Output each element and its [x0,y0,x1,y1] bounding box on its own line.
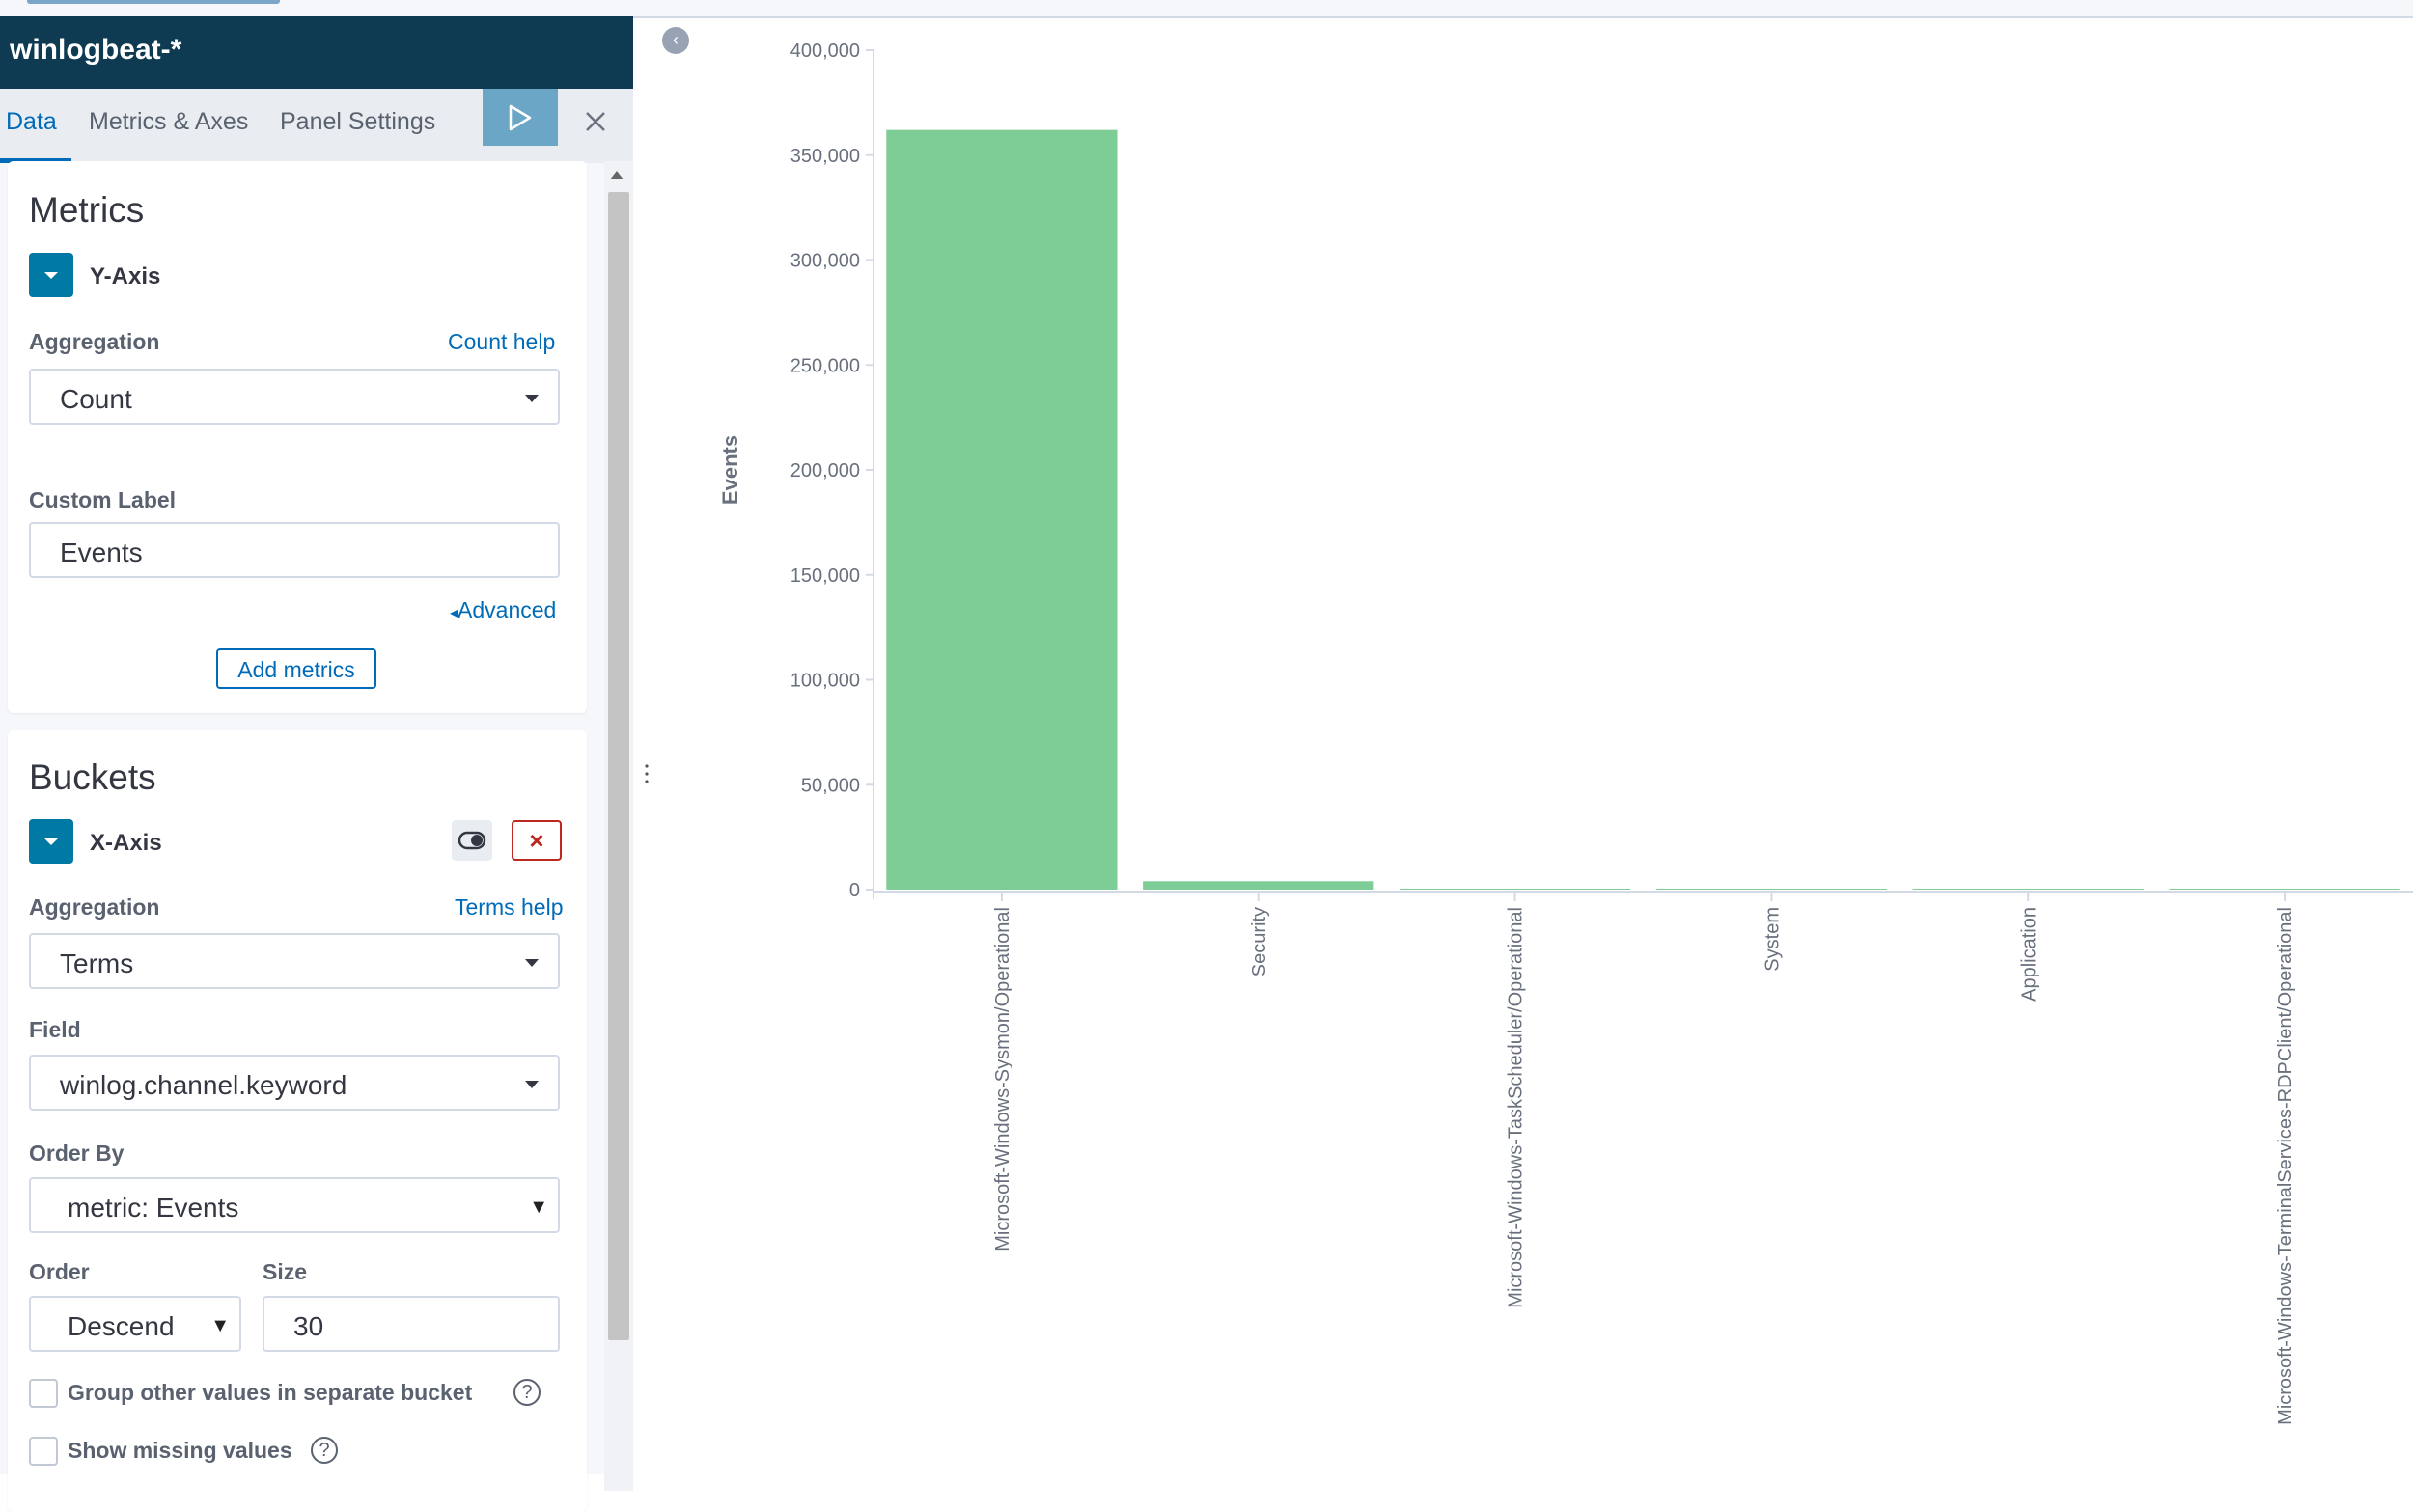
group-other-label: Group other values in separate bucket [68,1380,473,1405]
x-tick-label: Microsoft-Windows-TerminalServices-RDPCl… [2275,907,2296,1425]
active-tab-indicator [0,158,71,163]
tab-metrics-axes[interactable]: Metrics & Axes [89,108,249,135]
collapse-x-axis-button[interactable] [29,819,73,864]
bar [1399,889,1631,890]
y-tick-label: 200,000 [790,460,860,481]
terms-help-link[interactable]: Terms help [455,894,564,920]
custom-label-value: Events [60,537,143,567]
sidebar-header: winlogbeat-* [0,16,633,89]
show-missing-label: Show missing values [68,1438,292,1463]
metrics-panel: Metrics Y-Axis Aggregation Count help Co… [8,161,587,713]
order-by-value: metric: Events [68,1193,239,1223]
size-value: 30 [293,1311,324,1341]
x-tick-label: Microsoft-Windows-Sysmon/Operational [992,907,1013,1251]
order-by-select[interactable]: metric: Events ▼ [29,1177,560,1233]
bar-chart: 0 50,000 100,000 150,000 200,000 250,000 300,0… [718,41,2413,1425]
editor-sidebar: winlogbeat-* Data Metrics & Axes Panel S… [0,16,633,1512]
order-label: Order [29,1259,90,1284]
chevron-down-icon: ▼ [529,1196,548,1218]
top-strip [0,0,2413,18]
x-tick-label: System [1761,907,1783,972]
order-select[interactable]: Descend ▼ [29,1296,241,1352]
y-tick-label: 50,000 [801,775,860,796]
y-tick-label: 0 [849,880,860,901]
help-icon[interactable]: ? [513,1379,541,1406]
x-icon: × [529,826,544,855]
remove-aggregation-button[interactable]: × [512,820,562,861]
scrollbar-thumb[interactable] [608,192,629,1340]
caret-left-icon: ◂ [450,605,458,621]
index-pattern-title: winlogbeat-* [10,34,182,66]
chevron-down-icon [525,1081,539,1088]
disable-aggregation-button[interactable] [452,820,492,861]
group-other-checkbox[interactable] [29,1379,58,1408]
buckets-aggregation-label: Aggregation [29,894,160,920]
add-metrics-button[interactable]: Add metrics [216,648,376,689]
help-icon[interactable]: ? [311,1437,338,1464]
collapse-y-axis-button[interactable] [29,253,73,297]
apply-changes-button[interactable] [483,89,558,146]
y-tick-label: 150,000 [790,565,860,587]
size-input[interactable]: 30 [263,1296,560,1352]
play-icon [509,104,532,131]
y-tick-label: 400,000 [790,41,860,62]
bar [1912,889,2144,890]
tab-panel-settings[interactable]: Panel Settings [280,108,436,135]
chevron-down-icon [525,395,539,402]
x-tick-label: Microsoft-Windows-TaskScheduler/Operatio… [1506,907,1527,1308]
y-tick-label: 350,000 [790,146,860,167]
bar [2169,889,2400,890]
advanced-link-label: Advanced [458,597,557,622]
grip-dots-icon [645,764,649,783]
bar [886,129,1118,890]
y-tick-label: 300,000 [790,251,860,272]
y-tick-label: 100,000 [790,671,860,692]
field-select[interactable]: winlog.channel.keyword [29,1055,560,1111]
buckets-aggregation-value: Terms [60,948,134,978]
x-tick-label: Application [2018,907,2039,1002]
eye-toggle-icon [458,831,486,850]
metrics-aggregation-select[interactable]: Count [29,369,560,425]
resize-handle[interactable] [645,762,649,785]
order-by-label: Order By [29,1141,125,1166]
buckets-heading: Buckets [29,757,156,797]
y-axis-label: Y-Axis [90,263,161,289]
metrics-aggregation-value: Count [60,384,132,414]
advanced-toggle-link[interactable]: ◂Advanced [450,597,556,623]
x-tick-label: Security [1249,907,1270,976]
tab-data[interactable]: Data [6,108,57,135]
active-app-tab-marker [27,0,280,4]
chevron-down-icon [525,959,539,967]
field-value: winlog.channel.keyword [60,1070,347,1100]
close-icon [586,112,605,131]
y-tick-label: 250,000 [790,355,860,376]
field-label: Field [29,1017,81,1042]
bar [1143,881,1374,890]
bar [1655,889,1888,890]
buckets-aggregation-select[interactable]: Terms [29,933,560,989]
collapse-sidebar-button[interactable]: ‹ [662,27,689,54]
order-value: Descend [68,1311,175,1341]
custom-label-label: Custom Label [29,487,177,512]
x-axis-label: X-Axis [90,830,162,856]
show-missing-checkbox[interactable] [29,1437,58,1466]
metrics-heading: Metrics [29,190,145,230]
y-axis-title: Events [718,435,742,505]
close-editor-button[interactable] [579,105,612,138]
scroll-up-arrow-icon[interactable] [610,171,624,179]
chevron-left-icon: ‹ [673,30,679,49]
count-help-link[interactable]: Count help [448,329,556,354]
custom-label-input[interactable]: Events [29,522,560,578]
chart-area: 0 50,000 100,000 150,000 200,000 250,000 300,0… [656,16,2413,1474]
buckets-panel: Buckets X-Axis × Aggregation Terms help … [8,730,587,1512]
metrics-aggregation-label: Aggregation [29,329,160,354]
chevron-down-icon: ▼ [210,1315,230,1336]
size-label: Size [263,1259,308,1284]
